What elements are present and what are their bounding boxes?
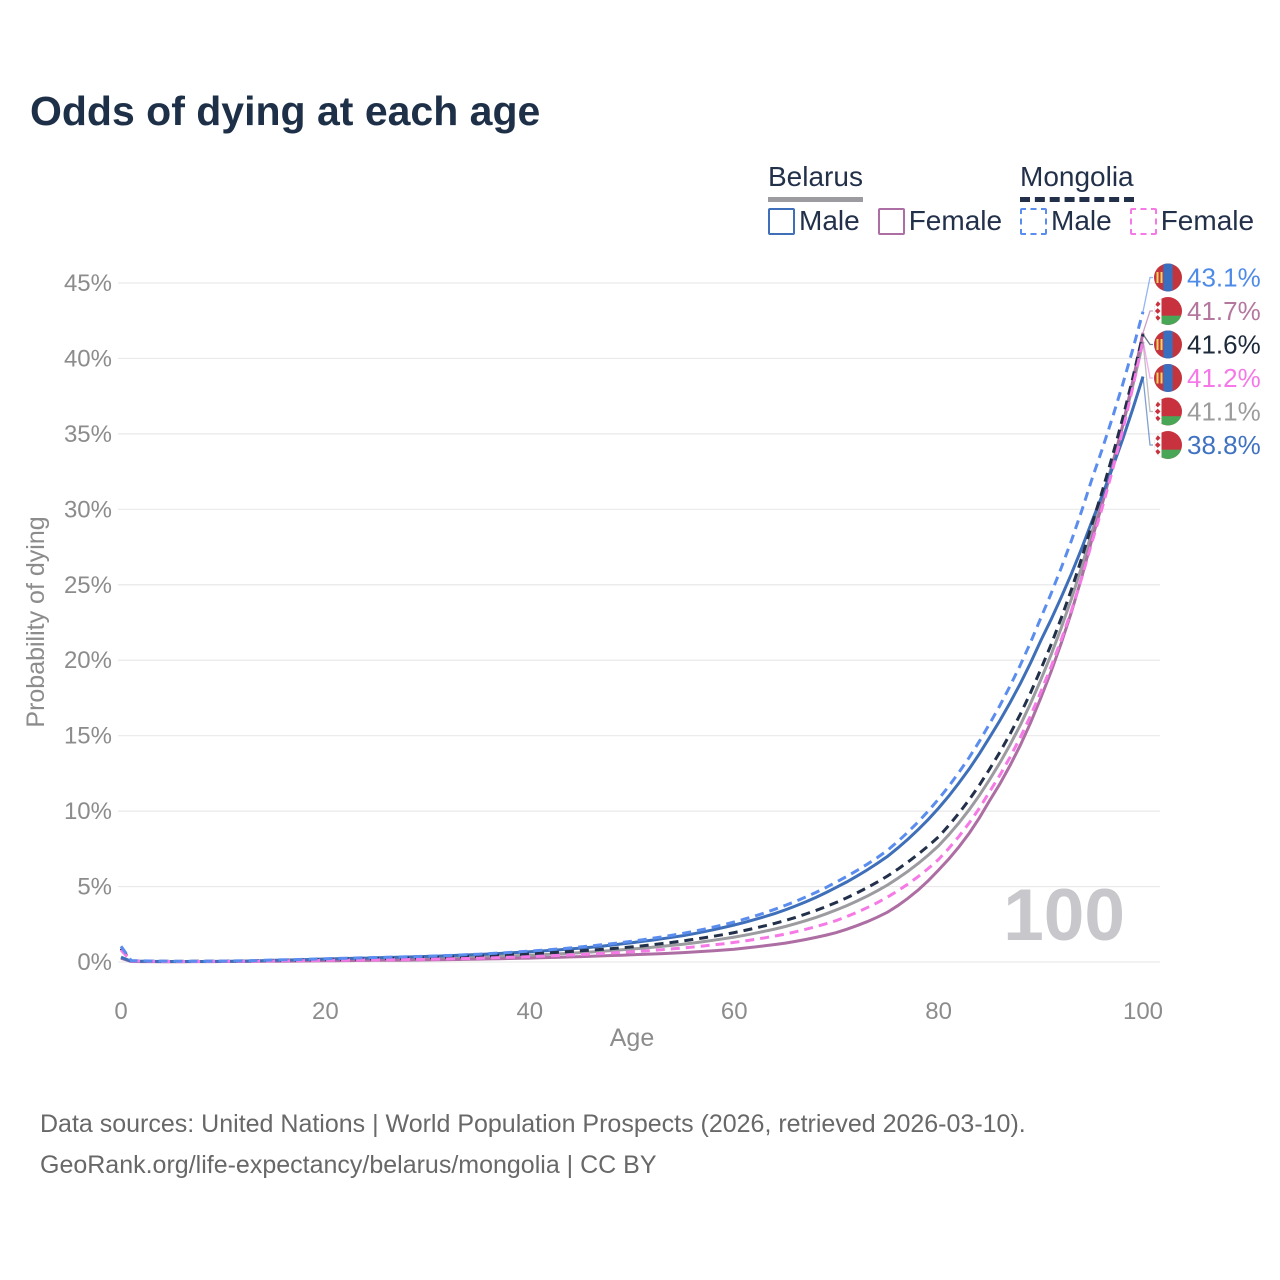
belarus-flag-icon [1154, 297, 1182, 325]
belarus-flag-icon [1154, 431, 1182, 459]
x-tick-label: 60 [721, 998, 748, 1025]
end-label-connector [1142, 376, 1153, 446]
series-line-mongolia-male [119, 311, 1145, 963]
belarus-male-swatch-icon[interactable] [768, 207, 795, 235]
mongolia-flag-icon [1154, 330, 1182, 359]
legend-item-mongolia-male[interactable]: Male [1020, 207, 1112, 235]
series-line-belarus-male [120, 376, 1145, 963]
x-tick-label: 80 [925, 998, 952, 1025]
x-tick-label: 40 [516, 998, 543, 1025]
x-tick-label: 0 [114, 998, 127, 1025]
y-tick-label: 15% [64, 723, 112, 750]
legend-group-mongolia: Mongolia Male Female [1020, 160, 1272, 235]
footer-attribution: GeoRank.org/life-expectancy/belarus/mong… [40, 1151, 657, 1179]
legend-items-belarus: Male Female [768, 207, 1020, 235]
legend-label: Male [1051, 205, 1112, 236]
legend-label: Male [799, 205, 860, 236]
footer-data-sources: Data sources: United Nations | World Pop… [40, 1110, 1026, 1138]
mongolia-flag-icon [1154, 263, 1182, 292]
end-label-belarus-male: 38.8% [1187, 430, 1261, 460]
legend-item-belarus-male[interactable]: Male [768, 207, 860, 235]
series-line-belarus-female [120, 332, 1145, 964]
legend-label: Female [908, 205, 1003, 236]
y-tick-label: 35% [64, 421, 112, 448]
y-tick-label: 20% [64, 647, 112, 674]
series-line-mongolia-female [119, 339, 1145, 963]
legend-item-mongolia-female[interactable]: Female [1129, 205, 1255, 236]
end-label-connector [1142, 333, 1153, 346]
y-tick-label: 40% [64, 345, 112, 372]
x-tick-label: 20 [312, 998, 339, 1025]
end-label-mongolia-male: 43.1% [1187, 263, 1261, 293]
series-line-belarus-total [120, 341, 1145, 963]
end-label-connector [1142, 341, 1153, 413]
mongolia-female-swatch-icon[interactable] [1129, 207, 1157, 235]
legend-group-belarus: Belarus Male Female [768, 160, 1020, 235]
y-tick-label: 25% [64, 572, 112, 599]
series-line-mongolia-total [119, 333, 1145, 963]
end-label-belarus-total: 41.1% [1187, 397, 1261, 427]
y-tick-label: 10% [64, 798, 112, 825]
mongolia-flag-icon [1154, 364, 1182, 392]
end-label-belarus-female: 41.7% [1187, 296, 1261, 326]
end-label-mongolia-female: 41.2% [1187, 363, 1261, 393]
end-label-connector [1142, 276, 1153, 312]
end-label-mongolia-total: 41.6% [1187, 330, 1261, 360]
y-tick-label: 0% [77, 949, 112, 976]
x-tick-label: 100 [1123, 998, 1163, 1025]
belarus-female-swatch-icon[interactable] [877, 207, 905, 235]
mongolia-male-swatch-icon[interactable] [1020, 207, 1047, 235]
y-tick-label: 30% [64, 496, 112, 523]
belarus-flag-icon [1154, 397, 1182, 426]
y-tick-label: 45% [64, 270, 112, 297]
legend-header-belarus: Belarus [768, 160, 863, 202]
age-watermark: 100 [1003, 875, 1125, 956]
legend-items-mongolia: Male Female [1020, 207, 1272, 235]
x-axis-title: Age [610, 1024, 654, 1052]
y-axis-title: Probability of dying [22, 516, 50, 727]
footer: Data sources: United Nations | World Pop… [40, 1104, 1026, 1186]
legend-header-mongolia: Mongolia [1020, 160, 1134, 202]
y-tick-label: 5% [77, 874, 112, 901]
end-label-connector [1142, 310, 1153, 333]
legend-item-belarus-female[interactable]: Female [877, 205, 1003, 236]
legend-label: Female [1160, 205, 1255, 236]
end-label-connector [1142, 340, 1153, 379]
page-title: Odds of dying at each age [30, 88, 541, 134]
